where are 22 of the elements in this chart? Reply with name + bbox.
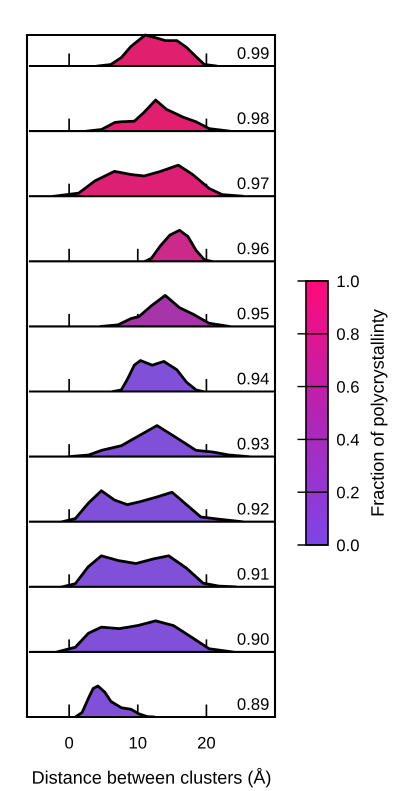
series-label: 0.90 <box>238 633 269 645</box>
legend-label: 0.94 <box>238 372 269 384</box>
color-bar-label: 0.4 <box>336 434 360 446</box>
color-bar-label: 1.0 <box>338 275 359 288</box>
series-label: 0.96 <box>238 242 269 254</box>
color-bar-label: 0.8 <box>336 328 359 340</box>
x-tick-label: 0 <box>65 736 74 749</box>
series-label: 0.91 <box>238 568 269 580</box>
series-label: 0.93 <box>238 438 269 450</box>
series-label: 0.97 <box>238 177 269 190</box>
color-bar-label: 0.6 <box>336 381 359 393</box>
text: 0.89 <box>238 698 269 710</box>
series-label: 0.98 <box>238 112 269 124</box>
color-bar-title: Fraction of polycrystallinty <box>370 309 388 516</box>
color-bar-label: 0.2 <box>336 486 359 498</box>
series-label: 0.92 <box>238 502 269 515</box>
x-tick-label: 10 <box>130 736 146 749</box>
color-bar-label: 0.0 <box>336 539 359 552</box>
series-label: 0.95 <box>238 308 269 320</box>
series-label: 0.99 <box>238 47 269 59</box>
x-axis-title: Distance between clusters (Å) <box>33 768 270 788</box>
x-tick-label: 20 <box>198 736 216 749</box>
